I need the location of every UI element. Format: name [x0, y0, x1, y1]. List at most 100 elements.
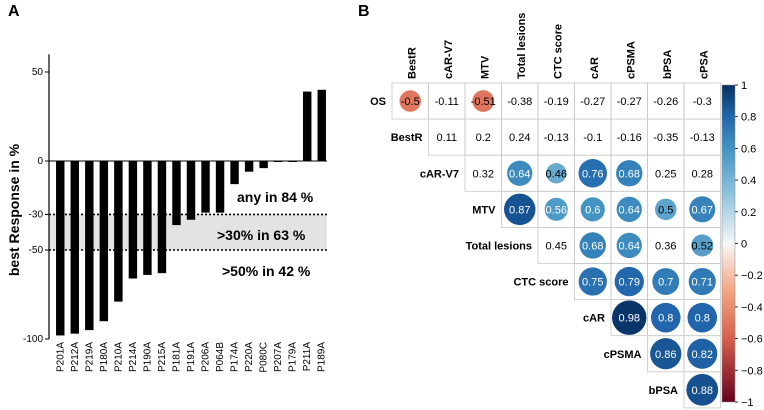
matrix-grid [391, 82, 721, 409]
correlation-value: 0.25 [655, 168, 676, 180]
category-label: P190A [142, 342, 153, 372]
correlation-circle [655, 198, 677, 221]
correlation-value: -0.38 [507, 96, 532, 108]
correlation-circle [616, 232, 642, 259]
row-label: MTV [472, 204, 496, 216]
category-label: P215A [157, 342, 168, 372]
colorbar-tick-label: 0.8 [741, 112, 756, 124]
row-label: OS [370, 96, 386, 108]
correlation-circle [472, 90, 495, 112]
correlation-value: 0.86 [655, 349, 676, 361]
correlation-value: -0.35 [653, 132, 678, 144]
panel-a-bar-chart: A 50 0 -30 -50 -100 best Response in % P201A… [6, 3, 328, 373]
column-label: bPSA [662, 50, 674, 79]
category-label: P210A [113, 342, 124, 372]
bar [259, 161, 268, 169]
annotation-text: any in 84 % [237, 189, 314, 205]
row-label: Total lesions [466, 240, 532, 252]
column-label: cPSMA [625, 41, 637, 79]
correlation-value: -0.11 [435, 96, 459, 108]
correlation-value: 0.7 [658, 277, 673, 289]
correlation-value: 0.24 [509, 132, 530, 144]
correlation-value: -0.26 [653, 96, 678, 108]
correlation-value: 0.76 [582, 168, 603, 180]
category-label: P180A [99, 342, 110, 372]
y-tick-label: 0 [37, 156, 43, 167]
correlation-value: 0.88 [692, 385, 713, 397]
correlation-circle [504, 193, 536, 226]
colorbar-tick-label: 0.4 [741, 175, 756, 187]
correlation-value: -0.13 [690, 132, 715, 144]
matrix-cell-border [683, 371, 721, 409]
category-label: P211A [302, 342, 313, 372]
colorbar-tick-label: −1 [741, 397, 754, 409]
row-label: BestR [391, 132, 423, 144]
bar [99, 161, 109, 322]
category-label: P212A [70, 342, 81, 372]
category-label: P179A [288, 342, 299, 372]
colorbar-tick-label: 0 [741, 239, 747, 251]
row-labels: OS BestR cAR-V7 MTV Total lesions CTC score cA… [370, 96, 678, 397]
annotation-text: >30% in 63 % [217, 227, 306, 243]
bar [317, 89, 326, 161]
bars [56, 89, 326, 336]
bar [128, 161, 138, 279]
category-label: P080C [259, 342, 270, 373]
column-label: Total lesions [516, 13, 528, 79]
response-band [49, 213, 327, 251]
correlation-circle [652, 268, 680, 295]
correlation-circle [689, 196, 716, 223]
correlation-circle [544, 197, 568, 221]
category-label: P207A [273, 342, 284, 372]
category-label: P191A [186, 342, 197, 372]
y-axis-label: best Response in % [6, 143, 22, 276]
row-label: cAR-V7 [420, 168, 459, 180]
category-label: P174A [230, 342, 241, 372]
bar [70, 161, 80, 334]
colorbar-tick-label: 0.6 [741, 143, 756, 155]
correlation-value: 0.68 [619, 168, 640, 180]
column-label: BestR [406, 47, 418, 79]
category-label: P181A [171, 342, 182, 372]
correlation-value: 0.98 [619, 313, 640, 325]
colorbar-tick-label: 1 [741, 80, 747, 92]
correlation-value: 0.64 [619, 240, 640, 252]
annotations: any in 84 % >30% in 63 % >50% in 42 % [217, 189, 314, 279]
correlation-value: 0.8 [695, 313, 710, 325]
bar [201, 161, 210, 213]
correlation-value: 0.5 [658, 204, 673, 216]
correlation-circle [687, 338, 718, 369]
panel-label-b: B [358, 3, 370, 20]
correlation-value: -0.51 [471, 96, 496, 108]
correlation-circle [691, 234, 714, 257]
column-label: CTC score [552, 24, 564, 79]
correlation-value: 0.8 [658, 313, 673, 325]
colorbar-bar [721, 84, 736, 403]
matrix-cells: -0.5 -0.11 -0.51 -0.38 -0.19 -0.27 -0.27 -0.26 -… [399, 90, 719, 406]
y-tick-label: 50 [32, 67, 44, 78]
bar [288, 161, 297, 162]
correlation-value: 0.68 [582, 240, 603, 252]
row-label: bPSA [649, 385, 678, 397]
bar [114, 161, 123, 302]
correlation-circle [687, 302, 718, 333]
bar [273, 161, 283, 162]
row-label: cPSMA [604, 349, 642, 361]
row-label: cAR [583, 313, 605, 325]
bar [172, 161, 181, 226]
correlation-circle [579, 232, 606, 259]
bar [215, 161, 225, 213]
correlation-value: 0.56 [546, 204, 567, 216]
category-label: P220A [244, 342, 255, 372]
bar [230, 161, 239, 185]
y-tick-label: -30 [29, 209, 44, 220]
correlation-value: -0.16 [617, 132, 642, 144]
bar [85, 161, 94, 331]
correlation-circle [578, 267, 607, 296]
colorbar-tick-label: −0.4 [741, 302, 763, 314]
column-label: cPSA [698, 50, 710, 79]
row-label: CTC score [513, 277, 568, 289]
bar [143, 161, 152, 275]
colorbar-tick-label: −0.8 [741, 365, 763, 377]
column-labels: BestR cAR-V7 MTV Total lesions CTC score cAR c… [406, 13, 710, 79]
